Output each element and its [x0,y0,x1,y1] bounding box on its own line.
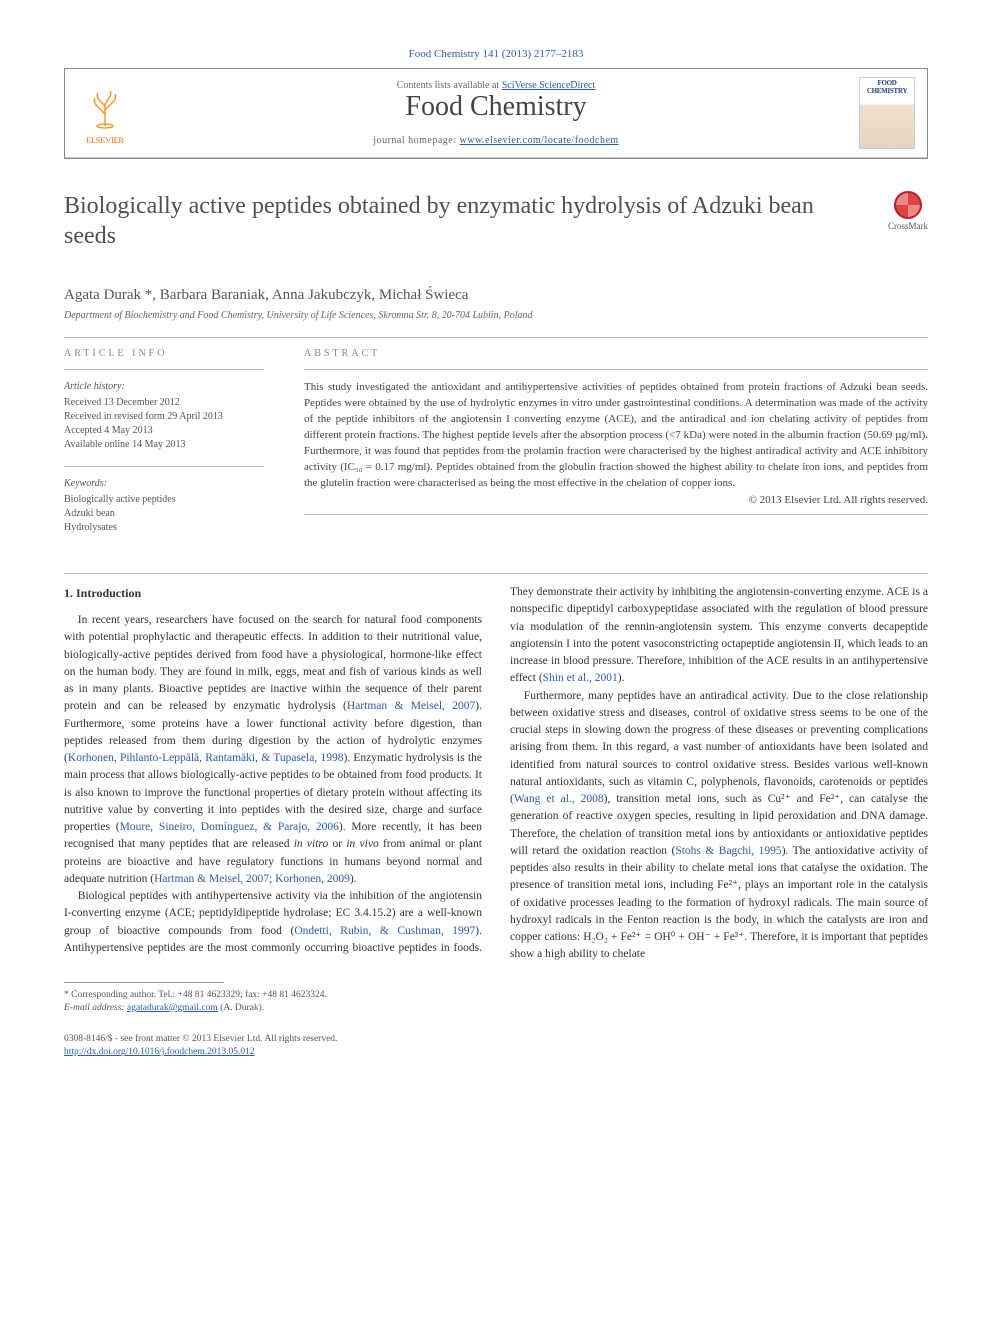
divider [64,573,928,574]
divider [304,369,928,370]
section-heading: 1. Introduction [64,584,482,602]
citation-link[interactable]: Hartman & Meisel, 2007 [347,700,475,712]
citation-link[interactable]: Stohs & Bagchi, 1995 [675,845,781,857]
crossmark-label: CrossMark [888,221,928,231]
citation-link[interactable]: Hartman & Meisel, 2007; Korhonen, 2009 [154,873,350,885]
keyword: Adzuki bean [64,507,264,521]
author-list: Agata Durak *, Barbara Baraniak, Anna Ja… [64,287,928,304]
abstract-label: ABSTRACT [304,348,928,359]
citation-link[interactable]: Moure, Sineiro, Domínguez, & Parajo, 200… [120,821,339,833]
keyword: Biologically active peptides [64,493,264,507]
history-accepted: Accepted 4 May 2013 [64,424,264,438]
body-span: or [328,838,346,850]
citation-link[interactable]: Ondetti, Rubin, & Cushman, 1997 [294,925,475,937]
body-span: ). [350,873,357,885]
elsevier-logo: ELSEVIER [77,81,133,145]
italic: in vitro [294,838,329,850]
body-span: ). [618,672,625,684]
homepage-pre: journal homepage: [373,135,459,146]
body-span: Furthermore, many peptides have an antir… [510,690,928,806]
keywords-title: Keywords: [64,477,264,491]
divider [64,337,928,338]
contents-line: Contents lists available at SciVerse Sci… [133,80,859,146]
email-tail: (A. Durak). [218,1003,264,1013]
keyword: Hydrolysates [64,521,264,535]
citation-link[interactable]: Korhonen, Pihlanto-Leppälä, Rantamäki, &… [68,752,344,764]
journal-name: Food Chemistry [133,91,859,123]
front-matter-line: 0308-8146/$ - see front matter © 2013 El… [64,1033,928,1046]
footnote-rule [64,982,224,983]
doi-link[interactable]: http://dx.doi.org/10.1016/j.foodchem.201… [64,1047,255,1057]
journal-header-box: ELSEVIER Contents lists available at Sci… [64,68,928,159]
homepage-link[interactable]: www.elsevier.com/locate/foodchem [460,135,619,146]
abstract-copyright: © 2013 Elsevier Ltd. All rights reserved… [304,494,928,506]
crossmark-icon [894,191,922,219]
article-info-label: ARTICLE INFO [64,348,264,359]
elsevier-tree-icon [83,86,127,136]
email-label: E-mail address: [64,1003,125,1013]
body-span: In recent years, researchers have focuse… [64,614,482,712]
contents-pre: Contents lists available at [397,80,502,91]
corresponding-author: * Corresponding author. Tel.: +48 81 462… [64,989,928,1016]
history-online: Available online 14 May 2013 [64,438,264,452]
footer-meta: 0308-8146/$ - see front matter © 2013 El… [64,1033,928,1060]
crossmark-badge[interactable]: CrossMark [888,191,928,231]
body-text: 1. Introduction In recent years, researc… [64,584,928,964]
history-title: Article history: [64,380,264,394]
history-received: Received 13 December 2012 [64,396,264,410]
running-head: Food Chemistry 141 (2013) 2177–2183 [64,48,928,60]
divider [64,369,264,370]
cover-title: FOOD CHEMISTRY [862,80,912,95]
sciencedirect-link[interactable]: SciVerse ScienceDirect [502,80,596,91]
divider [304,514,928,515]
corr-line: * Corresponding author. Tel.: +48 81 462… [64,989,928,1002]
history-revised: Received in revised form 29 April 2013 [64,410,264,424]
elsevier-name: ELSEVIER [86,136,124,145]
citation-link[interactable]: Shin et al., 2001 [543,672,618,684]
divider [64,466,264,467]
article-title: Biologically active peptides obtained by… [64,191,864,251]
body-span: ). The antioxidative activity of peptide… [510,845,928,961]
abstract-text: This study investigated the antioxidant … [304,380,928,492]
italic: in vivo [346,838,378,850]
journal-cover-thumb: FOOD CHEMISTRY [859,77,915,149]
affiliation: Department of Biochemistry and Food Chem… [64,310,928,321]
email-link[interactable]: agatadurak@gmail.com [127,1003,218,1013]
citation-link[interactable]: Wang et al., 2008 [514,793,604,805]
